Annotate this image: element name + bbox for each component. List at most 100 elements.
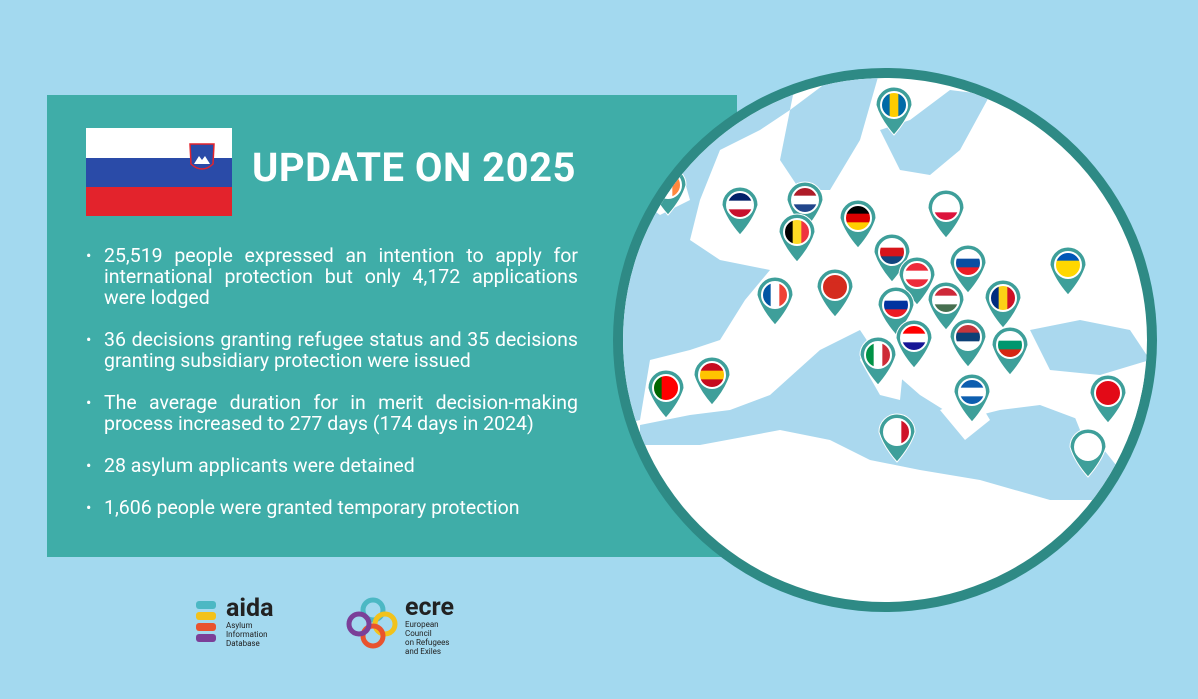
map-pin (878, 413, 916, 463)
flag-stripe (955, 250, 981, 260)
pin-flag (990, 285, 1016, 311)
pin-ring (883, 418, 911, 446)
pin-flag (822, 274, 848, 300)
flag-stripe (727, 200, 753, 210)
map-pin (1069, 428, 1107, 478)
pin-flag (653, 375, 679, 401)
flag-stripe (845, 205, 871, 215)
pin-ring (932, 194, 960, 222)
flag-stripe (845, 222, 871, 231)
flag-stripe (1055, 260, 1081, 270)
bullet: 1,606 people were granted temporary prot… (86, 497, 578, 518)
ecre-subtitle: on Refugees and Exiles (405, 638, 450, 656)
ecre-icon (346, 597, 398, 649)
flag-stripe (1095, 397, 1121, 406)
flag-stripe (901, 333, 927, 343)
title: UPDATE ON 2025 (252, 144, 576, 191)
aida-subtitle: Asylum Information (226, 621, 268, 639)
flag-stripe (933, 287, 959, 297)
flag-stripe (1055, 252, 1081, 262)
pin-flag (727, 192, 753, 218)
ecre-subtitle: European Council (405, 620, 439, 638)
bullet: 28 asylum applicants were detained (86, 455, 578, 476)
flag-stripe (845, 213, 871, 223)
pin-flag (879, 239, 905, 265)
pin-ring (900, 324, 928, 352)
flag-stripe (990, 285, 1000, 311)
flag-stripe (901, 419, 910, 445)
map-pin (721, 186, 759, 236)
pin-flag (933, 195, 959, 221)
flag-stripe (1095, 388, 1121, 398)
flag-stripe (955, 258, 981, 268)
flag-stripe (1007, 285, 1016, 311)
pin-flag (1075, 434, 1101, 460)
pin-ring (996, 331, 1024, 359)
flag-stripe (889, 92, 899, 118)
pin-flag (959, 379, 985, 405)
flag-stripe (699, 379, 725, 388)
flag-stripe (904, 262, 930, 272)
flag-stripe (873, 342, 883, 368)
pin-ring (698, 361, 726, 389)
flag-stripe (672, 172, 681, 198)
pin-ring (864, 341, 892, 369)
map-pin (1049, 246, 1087, 296)
pin-ring (726, 191, 754, 219)
map-pin (895, 319, 933, 369)
flag-stripe (883, 292, 909, 302)
map-pin (949, 244, 987, 294)
flag-stripe (997, 332, 1023, 342)
map-pin (778, 213, 816, 263)
map-pin (1089, 374, 1127, 424)
pin-flag (865, 342, 891, 368)
pin-flag (881, 92, 907, 118)
flag-stripe (879, 239, 905, 249)
flag-stripe (792, 204, 818, 213)
map-pin (816, 268, 854, 318)
flag-stripe (1075, 442, 1101, 452)
pin-flag (699, 362, 725, 388)
pin-ring (932, 286, 960, 314)
pin-ring (989, 284, 1017, 312)
map-pin (647, 369, 685, 419)
aida-name: aida (226, 594, 274, 623)
flag-stripe (1055, 269, 1081, 278)
flag-stripe (883, 300, 909, 310)
pin-ring (1094, 379, 1122, 407)
pin-flag (762, 282, 788, 308)
pin-flag (955, 250, 981, 276)
flag-stripe (699, 370, 725, 380)
aida-text: aida Asylum Information Database (226, 594, 274, 648)
flag-stripe (727, 209, 753, 218)
pin-ring (882, 291, 910, 319)
flag-stripe (822, 282, 848, 292)
flag-stripe (959, 379, 985, 389)
map-pin (756, 276, 794, 326)
bullet: 36 decisions granting refugee status and… (86, 329, 578, 371)
flag-stripe (699, 362, 725, 372)
flag-stripe (822, 291, 848, 300)
pin-ring (791, 186, 819, 214)
pin-flag (904, 262, 930, 288)
pin-flag (955, 324, 981, 350)
flag-stripe (881, 92, 891, 118)
flag-stripe (792, 187, 818, 197)
flag-stripe (959, 396, 985, 405)
map-pin (693, 356, 731, 406)
flag-stripe (933, 195, 959, 205)
pin-flag (884, 419, 910, 445)
flag-stripe (670, 375, 679, 401)
aida-icon (196, 601, 216, 642)
flag-stripe (933, 304, 959, 313)
map-pin (984, 279, 1022, 329)
flag-stripe (933, 295, 959, 305)
pin-flag (845, 205, 871, 231)
flag-stripe (882, 342, 891, 368)
flag-stripe (955, 332, 981, 342)
flag-stripe (901, 342, 927, 351)
map-pin (927, 281, 965, 331)
pin-ring (903, 261, 931, 289)
pin-ring (954, 323, 982, 351)
